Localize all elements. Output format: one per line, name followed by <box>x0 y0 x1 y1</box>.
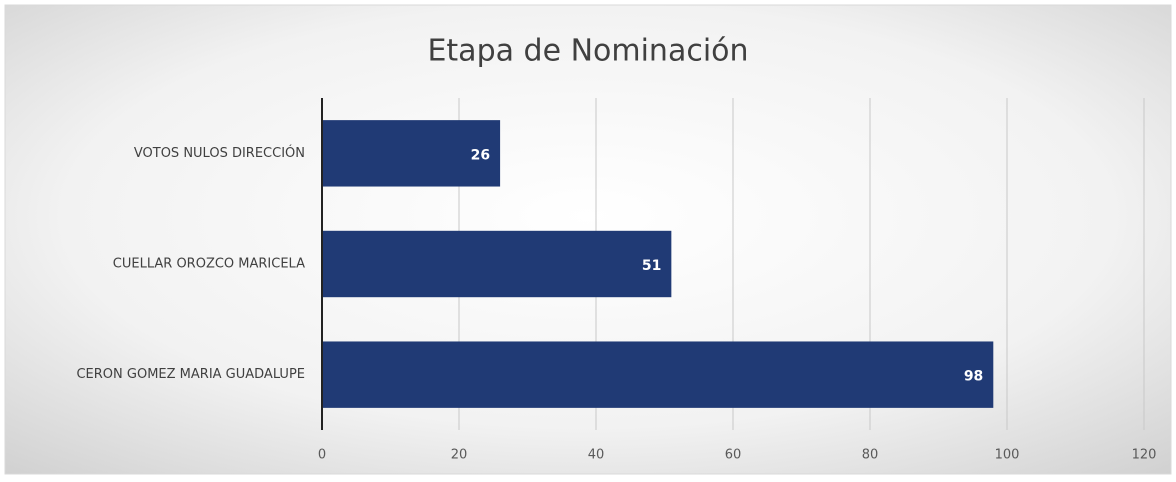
x-tick-label: 120 <box>1132 448 1157 463</box>
y-tick-label: VOTOS NULOS DIRECCIÓN <box>134 145 305 161</box>
x-tick-label: 20 <box>451 448 468 463</box>
bar <box>322 341 994 408</box>
data-label: 51 <box>642 258 661 274</box>
y-tick-label: CUELLAR OROZCO MARICELA <box>113 257 305 272</box>
data-label: 26 <box>471 147 490 163</box>
y-tick-label: CERON GOMEZ MARIA GUADALUPE <box>76 367 305 382</box>
chart-title: Etapa de Nominación <box>427 34 748 69</box>
bar <box>322 230 672 298</box>
x-tick-label: 100 <box>995 448 1020 463</box>
x-tick-label: 40 <box>588 448 605 463</box>
data-label: 98 <box>964 369 983 385</box>
x-tick-label: 0 <box>318 448 326 463</box>
bar <box>322 120 501 187</box>
x-tick-label: 60 <box>725 448 742 463</box>
x-tick-label: 80 <box>862 448 879 463</box>
